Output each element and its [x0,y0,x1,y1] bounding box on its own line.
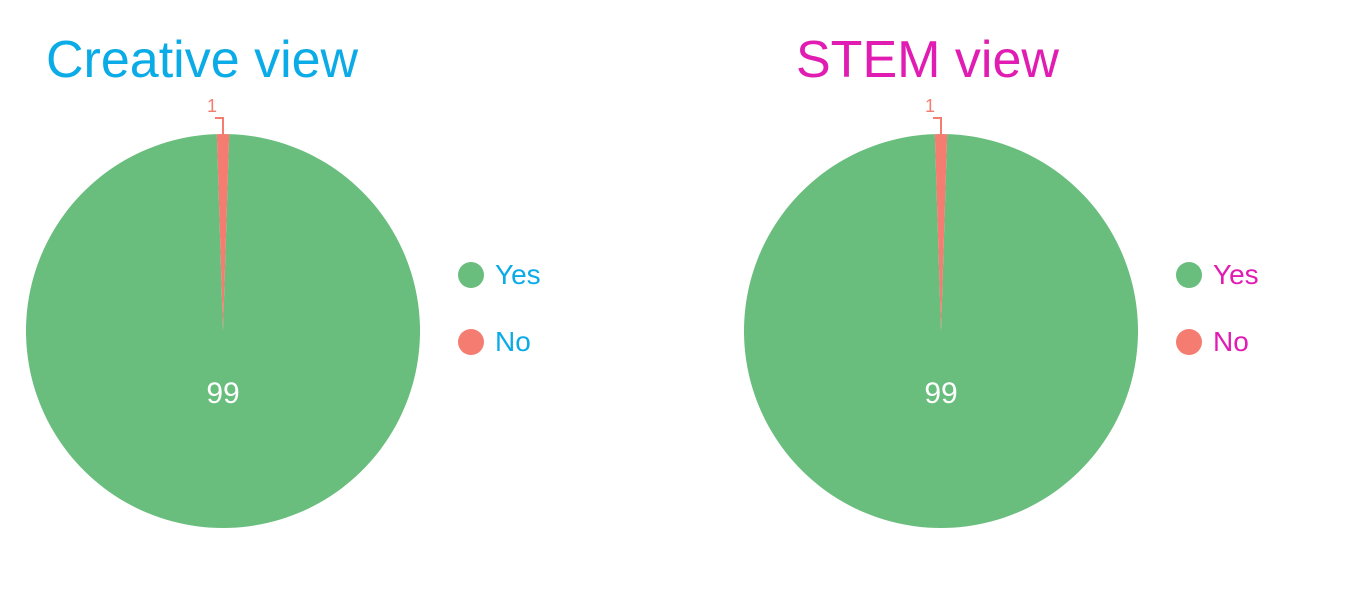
leader-line-no [215,117,224,136]
legend-swatch-no [1176,329,1202,355]
data-label-yes: 99 [924,377,957,410]
pie-slice-yes [26,134,420,529]
legend-label-no: No [1213,326,1249,357]
legend-creative: Yes No [458,256,541,390]
data-label-no: 1 [207,96,217,116]
pie-slice-no [216,134,230,331]
leader-line-no [933,117,942,136]
legend-swatch-yes [1176,262,1202,288]
legend-swatch-no [458,329,484,355]
data-label-no: 1 [925,96,935,116]
chart-title-creative: Creative view [46,31,359,89]
legend-item-yes: Yes [1176,256,1259,294]
legend-stem: Yes No [1176,256,1259,390]
pie-slice-yes [744,134,1138,529]
legend-swatch-yes [458,262,484,288]
chart-title-stem: STEM view [796,31,1059,89]
creative-view-panel: Creative view 99 1 Yes No [26,31,541,529]
data-label-yes: 99 [206,377,239,410]
legend-item-no: No [1176,323,1259,361]
legend-item-yes: Yes [458,256,541,294]
pie-chart-stem: 99 1 [744,96,1138,529]
pie-slice-no [934,134,948,331]
legend-label-yes: Yes [1213,259,1259,290]
legend-label-no: No [495,326,531,357]
legend-label-yes: Yes [495,259,541,290]
legend-item-no: No [458,323,541,361]
pie-chart-creative: 99 1 [26,96,420,529]
stem-view-panel: STEM view 99 1 Yes No [718,0,1350,600]
